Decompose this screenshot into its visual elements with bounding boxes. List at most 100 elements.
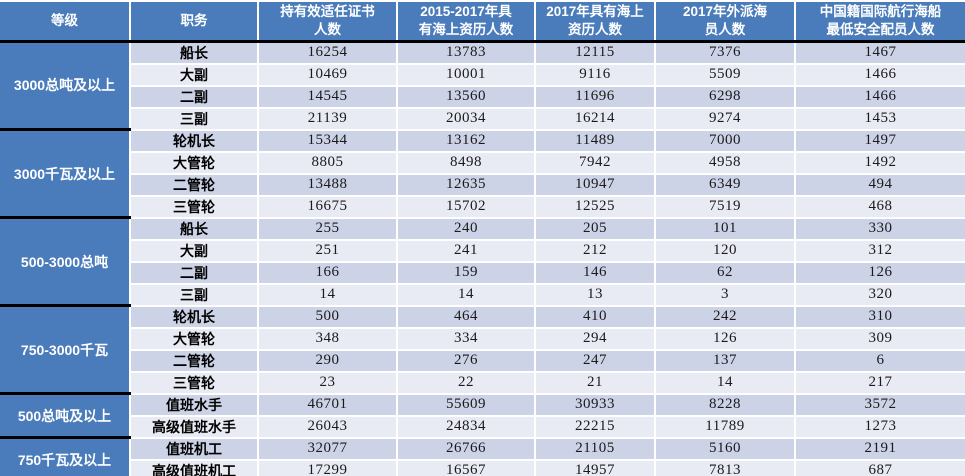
grade-cell: 750-3000千瓦 — [0, 304, 131, 394]
value-cell: 290 — [257, 348, 397, 372]
value-cell: 1467 — [794, 40, 965, 64]
value-cell: 21105 — [534, 436, 655, 460]
value-cell: 3572 — [794, 392, 965, 416]
value-cell: 16567 — [396, 458, 535, 476]
value-cell: 255 — [257, 216, 397, 240]
value-cell: 8498 — [396, 150, 535, 174]
position-cell: 二副 — [129, 260, 258, 284]
value-cell: 20034 — [396, 106, 535, 130]
value-cell: 494 — [794, 172, 965, 196]
position-cell: 值班水手 — [129, 392, 258, 416]
position-cell: 三副 — [129, 282, 258, 306]
value-cell: 137 — [654, 348, 795, 372]
value-cell: 5160 — [654, 436, 795, 460]
position-cell: 高级值班水手 — [129, 414, 258, 438]
value-cell: 21139 — [257, 106, 397, 130]
value-cell: 12525 — [534, 194, 655, 218]
value-cell: 8228 — [654, 392, 795, 416]
value-cell: 7519 — [654, 194, 795, 218]
value-cell: 14545 — [257, 84, 397, 108]
value-cell: 11489 — [534, 128, 655, 152]
value-cell: 13783 — [396, 40, 535, 64]
value-cell: 12115 — [534, 40, 655, 64]
grade-cell: 3000千瓦及以上 — [0, 128, 131, 218]
value-cell: 7813 — [654, 458, 795, 476]
position-cell: 三管轮 — [129, 194, 258, 218]
value-cell: 16214 — [534, 106, 655, 130]
value-cell: 217 — [794, 370, 965, 394]
position-cell: 大管轮 — [129, 150, 258, 174]
table-row: 大副 251 241 212 120 312 — [0, 238, 965, 262]
value-cell: 11789 — [654, 414, 795, 438]
value-cell: 410 — [534, 304, 655, 328]
value-cell: 16254 — [257, 40, 397, 64]
value-cell: 10469 — [257, 62, 397, 86]
value-cell: 14 — [654, 370, 795, 394]
value-cell: 247 — [534, 348, 655, 372]
column-header-position: 职务 — [129, 0, 258, 43]
value-cell: 7000 — [654, 128, 795, 152]
value-cell: 320 — [794, 282, 965, 306]
value-cell: 330 — [794, 216, 965, 240]
table-row: 三副 14 14 13 3 320 — [0, 282, 965, 306]
grade-cell: 500-3000总吨 — [0, 216, 131, 306]
table-row: 500-3000总吨 船长 255 240 205 101 330 — [0, 216, 965, 306]
value-cell: 468 — [794, 194, 965, 218]
value-cell: 17299 — [257, 458, 397, 476]
value-cell: 7942 — [534, 150, 655, 174]
value-cell: 309 — [794, 326, 965, 350]
value-cell: 6 — [794, 348, 965, 372]
table-row: 三副 21139 20034 16214 9274 1453 — [0, 106, 965, 130]
position-cell: 二管轮 — [129, 348, 258, 372]
value-cell: 205 — [534, 216, 655, 240]
value-cell: 1492 — [794, 150, 965, 174]
value-cell: 1466 — [794, 84, 965, 108]
value-cell: 241 — [396, 238, 535, 262]
value-cell: 251 — [257, 238, 397, 262]
table-row: 3000总吨及以上 船长 16254 13783 12115 7376 1467 — [0, 39, 965, 130]
value-cell: 7376 — [654, 40, 795, 64]
value-cell: 14957 — [534, 458, 655, 476]
value-cell: 22 — [396, 370, 535, 394]
column-header-sea_service_2015_2017: 2015-2017年具 有海上资历人数 — [396, 0, 535, 43]
value-cell: 21 — [534, 370, 655, 394]
table-row: 三管轮 23 22 21 14 217 — [0, 370, 965, 394]
table-row: 大管轮 348 334 294 126 309 — [0, 326, 965, 350]
value-cell: 312 — [794, 238, 965, 262]
grade-cell: 500总吨及以上 — [0, 392, 131, 438]
value-cell: 4958 — [654, 150, 795, 174]
table-row: 二副 166 159 146 62 126 — [0, 260, 965, 284]
value-cell: 687 — [794, 458, 965, 476]
grade-cell: 3000总吨及以上 — [0, 39, 131, 130]
value-cell: 13488 — [257, 172, 397, 196]
table-row: 三管轮 16675 15702 12525 7519 468 — [0, 194, 965, 218]
value-cell: 1453 — [794, 106, 965, 130]
value-cell: 9116 — [534, 62, 655, 86]
value-cell: 13162 — [396, 128, 535, 152]
position-cell: 二副 — [129, 84, 258, 108]
table-row: 750千瓦及以上 值班机工 32077 26766 21105 5160 2191 — [0, 436, 965, 476]
position-cell: 船长 — [129, 40, 258, 64]
value-cell: 126 — [794, 260, 965, 284]
value-cell: 15702 — [396, 194, 535, 218]
value-cell: 1466 — [794, 62, 965, 86]
position-cell: 三副 — [129, 106, 258, 130]
grade-cell: 750千瓦及以上 — [0, 436, 131, 476]
value-cell: 14 — [396, 282, 535, 306]
value-cell: 55609 — [396, 392, 535, 416]
table-row: 二副 14545 13560 11696 6298 1466 — [0, 84, 965, 108]
table-row: 二管轮 290 276 247 137 6 — [0, 348, 965, 372]
value-cell: 23 — [257, 370, 397, 394]
value-cell: 16675 — [257, 194, 397, 218]
value-cell: 3 — [654, 282, 795, 306]
value-cell: 348 — [257, 326, 397, 350]
value-cell: 242 — [654, 304, 795, 328]
value-cell: 240 — [396, 216, 535, 240]
value-cell: 8805 — [257, 150, 397, 174]
value-cell: 5509 — [654, 62, 795, 86]
value-cell: 6349 — [654, 172, 795, 196]
column-header-valid_certificate_holders: 持有效适任证书 人数 — [257, 0, 397, 43]
value-cell: 6298 — [654, 84, 795, 108]
value-cell: 46701 — [257, 392, 397, 416]
